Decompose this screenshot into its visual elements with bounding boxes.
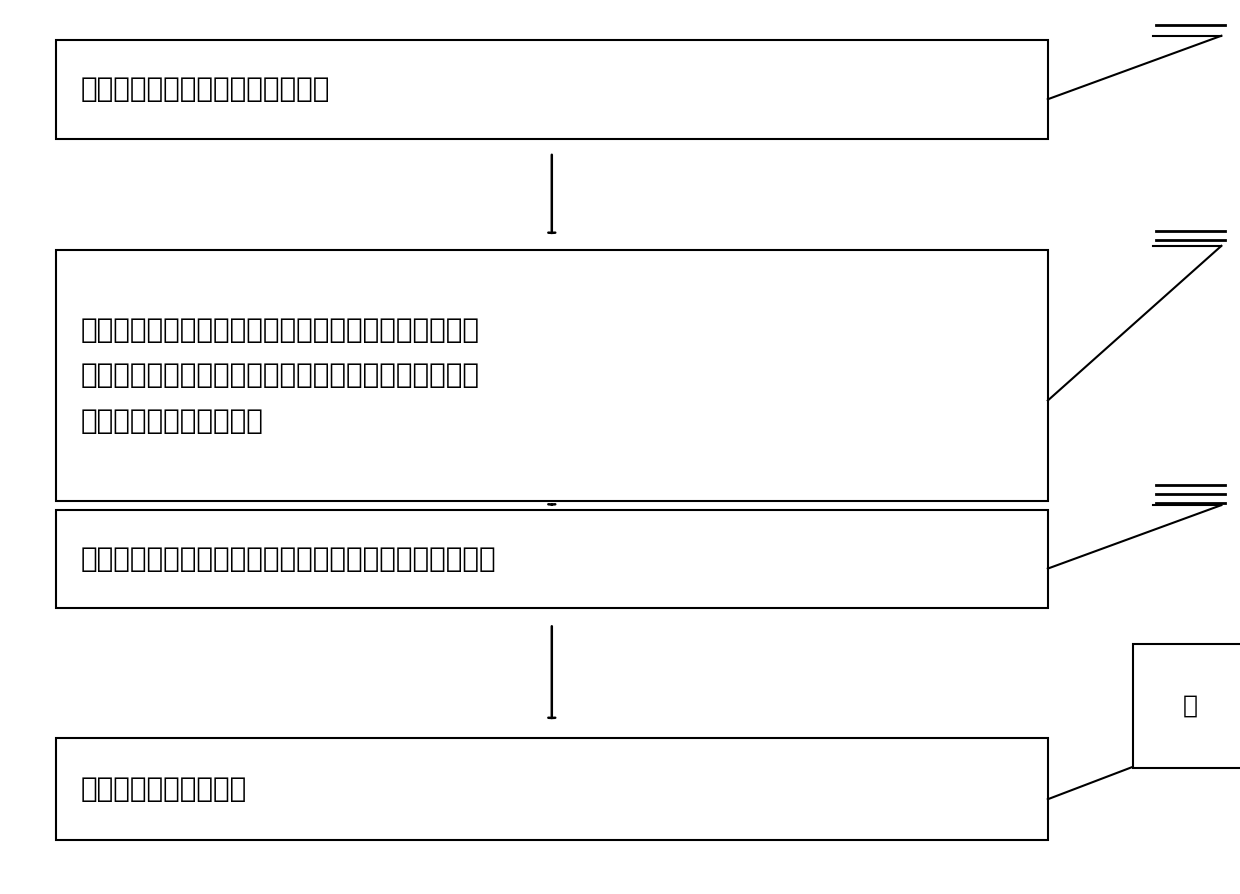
Bar [56,250,1048,501]
Text: 氦气压气机沿均径气动的第一级几何尺寸和末级几何尺寸: 氦气压气机沿均径气动的第一级几何尺寸和末级几何尺寸 [81,544,496,573]
Text: 氦气压气机的通流尺寸: 氦气压气机的通流尺寸 [81,775,247,803]
Bar [56,510,1048,608]
Text: 四: 四 [1183,694,1198,718]
Text: 氦气压气机的级数，氦气压气机的各级升温、各级前氦
气总温、各级压比和各级前总压，氦气压气机的总增压
比、绝热功率和耗功功率: 氦气压气机的级数，氦气压气机的各级升温、各级前氦 气总温、各级压比和各级前总压，… [81,316,480,435]
Bar [56,738,1048,840]
Text: 氦气压气机的各级绝热加功量总和: 氦气压气机的各级绝热加功量总和 [81,75,330,104]
Bar [56,40,1048,139]
